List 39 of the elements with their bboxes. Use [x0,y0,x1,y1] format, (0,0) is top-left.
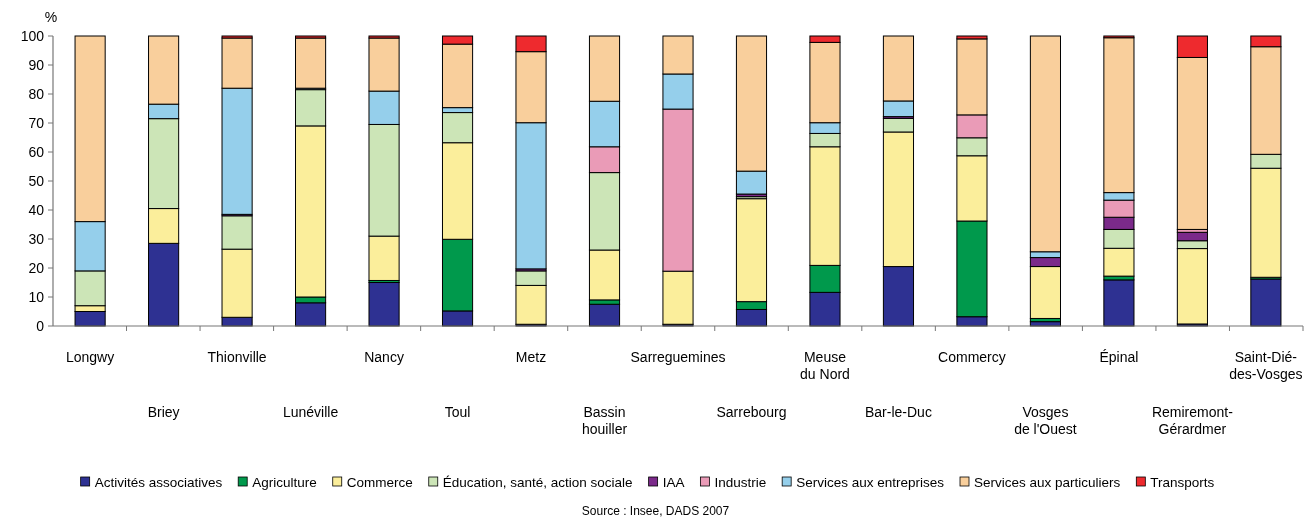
legend-label: Commerce [346,474,413,490]
x-tick-label: Sarreguemines [630,349,726,365]
legend-label: IAA [662,474,685,490]
x-tick-label: Nancy [364,349,404,365]
y-tick-label: 80 [28,85,45,102]
x-tick-label: Metz [515,349,547,365]
y-axis-title: % [44,9,58,25]
x-tick-label: Saint-Dié- des-Vosges [1229,349,1303,382]
x-tick-label: Lunéville [282,404,339,420]
legend-label: Industrie [714,474,767,490]
x-tick-label: Meuse du Nord [800,349,850,382]
legend-label: Agriculture [252,474,317,490]
x-tick-label: Thionville [207,349,267,365]
x-tick-label: Bar-le-Duc [865,404,932,420]
y-tick-label: 30 [28,230,45,247]
y-tick-label: 100 [20,27,45,44]
legend-label: Services aux entreprises [796,474,945,490]
x-tick-label: Longwy [65,349,115,365]
source-note: Source : Insee, DADS 2007 [581,504,730,518]
x-tick-label: Sarrebourg [716,404,787,420]
x-tick-label: Commercy [938,349,1006,365]
y-tick-label: 10 [28,288,45,305]
x-tick-label: Bassin houiller [581,404,628,437]
x-tick-label: Remiremont- Gérardmer [1151,404,1234,437]
y-tick-label: 50 [28,172,45,189]
y-tick-label: 40 [28,201,45,218]
x-tick-label: Vosges de l'Ouest [1014,404,1077,437]
y-tick-label: 20 [28,259,45,276]
y-tick-label: 60 [28,143,45,160]
x-tick-label: Épinal [1099,349,1139,365]
legend-label: Activités associatives [94,474,223,490]
x-tick-label: Briey [147,404,180,420]
legend-label: Transports [1150,474,1215,490]
y-tick-label: 90 [28,56,45,73]
x-tick-label: Toul [444,404,471,420]
legend-label: Éducation, santé, action sociale [442,474,633,490]
y-tick-label: 0 [36,317,45,334]
legend-label: Services aux particuliers [974,474,1121,490]
y-tick-label: 70 [28,114,45,131]
